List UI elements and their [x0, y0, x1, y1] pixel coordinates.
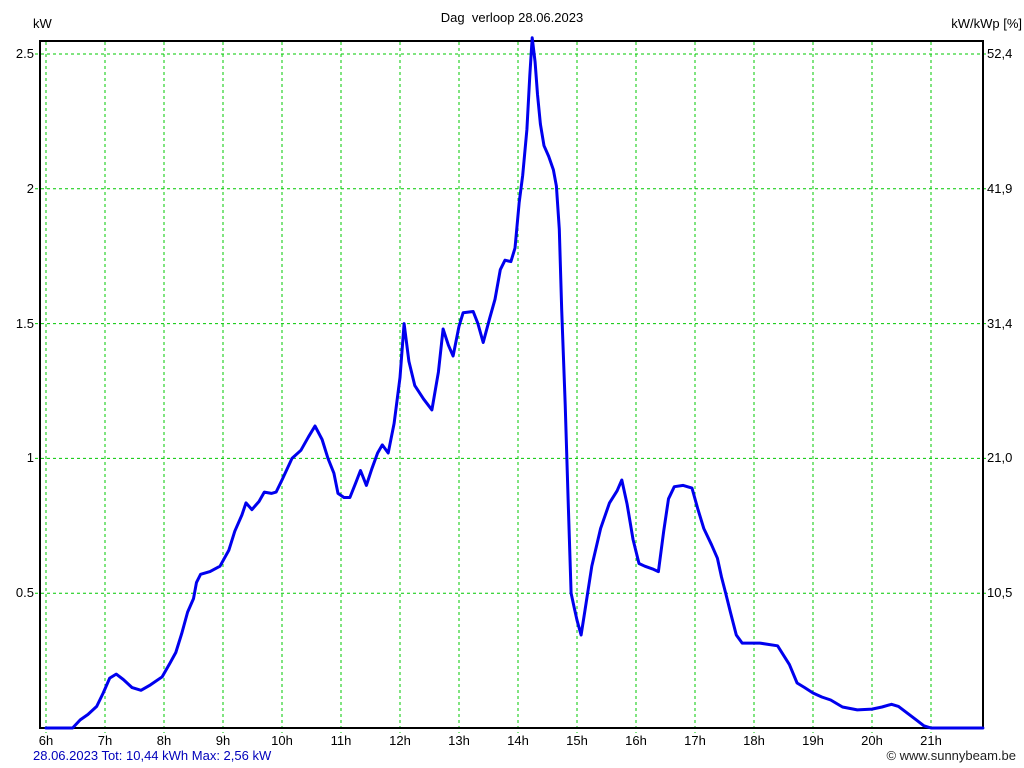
plot-border: [39, 40, 984, 729]
y-tick-label-right: 21,0: [987, 450, 1013, 466]
x-tick-label: 9h: [215, 733, 231, 748]
y-tick-label-right: 41,9: [987, 180, 1013, 196]
y-tick-label-left: 2.5: [15, 46, 34, 61]
y-tick-label-right: 31,4: [987, 315, 1013, 331]
x-tick-label: 21h: [920, 733, 942, 748]
x-tick-label: 17h: [684, 733, 706, 748]
y-tick-label-left: 2: [26, 180, 34, 196]
x-tick-label: 6h: [38, 733, 54, 748]
x-tick-label: 18h: [743, 733, 765, 748]
x-tick-label: 13h: [448, 733, 470, 748]
x-tick-label: 8h: [156, 733, 172, 748]
x-tick-label: 20h: [861, 733, 883, 748]
y-tick-label-left: 1.5: [15, 315, 34, 331]
x-tick-label: 15h: [566, 733, 588, 748]
footer-summary: 28.06.2023 Tot: 10,44 kWh Max: 2,56 kW: [33, 748, 272, 763]
footer-copyright: © www.sunnybeam.be: [886, 748, 1016, 763]
left-axis-unit-label: kW: [33, 16, 52, 31]
x-tick-label: 10h: [271, 733, 293, 748]
x-tick-label: 14h: [507, 733, 529, 748]
x-tick-label: 7h: [97, 733, 113, 748]
x-tick-label: 19h: [802, 733, 824, 748]
x-tick-label: 11h: [330, 733, 352, 748]
power-series-line: [44, 36, 985, 730]
x-tick-label: 16h: [625, 733, 647, 748]
y-tick-label-left: 0.5: [15, 585, 34, 601]
y-tick-label-right: 10,5: [987, 585, 1013, 601]
x-tick-label: 12h: [389, 733, 411, 748]
y-tick-label-left: 1: [26, 450, 34, 466]
chart-title: Dag verloop 28.06.2023: [440, 10, 584, 25]
y-tick-label-right: 52,4: [987, 46, 1013, 61]
right-axis-unit-label: kW/kWp [%]: [951, 16, 1022, 31]
